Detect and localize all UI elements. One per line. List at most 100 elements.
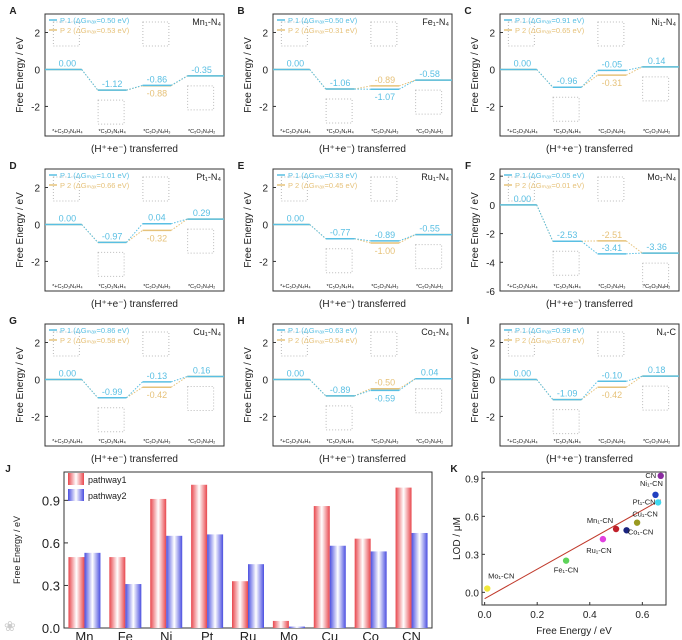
energy-connector-p1 <box>309 224 327 240</box>
energy-connector-p1 <box>170 75 188 86</box>
energy-value-label: -0.58 <box>419 69 440 79</box>
y-axis-label: LOD / μM <box>452 517 463 560</box>
energy-connector-p1 <box>171 218 188 225</box>
bar-pathway1 <box>109 557 126 628</box>
y-tick-label: -2 <box>486 230 495 241</box>
legend-label-p2: P 2 (ΔGₘₐₓ=0.54 eV) <box>288 336 358 345</box>
energy-value-label: -3.36 <box>646 242 667 252</box>
energy-value-label: -0.42 <box>602 390 623 400</box>
x-step-label: *C₅O₃N₄H₃ <box>371 439 398 445</box>
x-axis-label: (H⁺+e⁻) transferred <box>91 144 178 155</box>
graphene-sheet-image <box>187 385 215 411</box>
energy-connector-p1 <box>81 224 99 243</box>
x-step-label: *C₅O₃N₄H₄ <box>553 284 581 290</box>
graphene-sheet-image <box>280 331 308 357</box>
x-step-label: *+C₅O₃N₄H₄ <box>280 439 311 445</box>
panel-letter: B <box>237 6 244 17</box>
energy-value-label: 0.00 <box>59 213 77 223</box>
x-step-label: *C₅O₃N₄H₂ <box>416 439 443 445</box>
energy-value-label: -0.42 <box>147 390 168 400</box>
point-label: Cu₁-CN <box>632 510 657 519</box>
energy-value-label: -0.55 <box>419 224 440 234</box>
energy-value-label: -0.10 <box>602 370 623 380</box>
y-axis-label: Free Energy / eV <box>15 192 26 268</box>
x-step-label: *C₅O₃N₄H₃ <box>143 284 170 290</box>
x-step-label: *C₅O₃N₄H₂ <box>416 284 443 290</box>
bar-pathway2 <box>166 535 183 628</box>
x-step-label: *C₅O₃N₄H₄ <box>98 439 126 445</box>
y-tick-label: 2 <box>489 172 495 183</box>
graphene-sheet-image <box>642 76 670 102</box>
bar-pathway2 <box>207 534 224 628</box>
data-point <box>599 535 607 543</box>
graphene-sheet-image <box>325 98 353 124</box>
energy-value-label: 0.16 <box>193 365 211 375</box>
energy-value-label: 0.00 <box>514 368 532 378</box>
x-step-label: *C₅O₃N₄H₄ <box>326 284 354 290</box>
x-axis-label: (H⁺+e⁻) transferred <box>91 299 178 310</box>
y-tick-label: -2 <box>259 102 268 113</box>
energy-connector-p2 <box>126 229 143 243</box>
panel-title: Fe₁-N₄ <box>422 17 449 27</box>
legend-label-p1: P 1 (ΔGₘₐₓ=0.50 eV) <box>288 16 358 25</box>
energy-profile-panel-c: C 2 0 -2 Free Energy / eV (H⁺+e⁻) transferred… <box>464 6 680 155</box>
legend-label-p1: P 1 (ΔGₘₐₓ=0.33 eV) <box>288 171 358 180</box>
legend-label-p1: P 1 (ΔGₘₐₓ=1.01 eV) <box>60 171 130 180</box>
bar-pathway2 <box>84 552 101 628</box>
plot-frame <box>499 168 680 292</box>
graphene-sheet-image <box>507 176 535 202</box>
energy-connector-p2 <box>625 375 643 388</box>
energy-value-label: -0.05 <box>602 59 623 69</box>
x-step-label: *+C₅O₃N₄H₄ <box>280 129 311 135</box>
bar-pathway1 <box>313 506 330 628</box>
energy-value-label: -1.00 <box>375 246 396 256</box>
graphene-sheet-image <box>280 21 308 47</box>
point-label: Co₁-CN <box>628 527 653 536</box>
x-step-label: *C₅O₃N₄H₃ <box>371 284 398 290</box>
panel-letter: H <box>237 316 244 327</box>
graphene-sheet-image <box>552 409 580 435</box>
data-point <box>633 519 641 526</box>
energy-value-label: -0.50 <box>375 378 396 388</box>
graphene-sheet-image <box>507 21 535 47</box>
x-tick-label: Mo <box>280 629 298 640</box>
graphene-sheet-image <box>142 21 170 47</box>
x-step-label: *C₅O₃N₄H₂ <box>188 439 215 445</box>
x-step-label: *+C₅O₃N₄H₄ <box>507 284 538 290</box>
panel-letter: G <box>9 316 17 327</box>
energy-value-label: -1.12 <box>102 79 123 89</box>
energy-connector-p1 <box>126 381 143 399</box>
legend-label-p2: P 2 (ΔGₘₐₓ=0.01 eV) <box>515 181 585 190</box>
y-tick-label: 0.9 <box>42 493 60 508</box>
watermark: ❀ <box>4 618 16 634</box>
legend-swatch-pathway1 <box>68 473 84 485</box>
plot-frame <box>44 13 225 137</box>
energy-value-label: 0.14 <box>648 56 666 66</box>
y-tick-label: 2 <box>489 338 495 349</box>
graphene-sheet-image <box>97 251 125 277</box>
panel-letter: F <box>465 161 471 172</box>
y-tick-label: -2 <box>259 257 268 268</box>
y-tick-label: 0 <box>34 220 40 231</box>
y-axis-label: Free Energy / eV <box>243 37 254 113</box>
energy-connector-p1 <box>126 223 143 243</box>
y-tick-label: -2 <box>31 102 40 113</box>
energy-value-label: -2.53 <box>557 230 578 240</box>
bar-pathway2 <box>329 545 346 628</box>
y-tick-label: -2 <box>486 102 495 113</box>
point-label: Pt₁-CN <box>633 497 656 506</box>
x-axis-label: (H⁺+e⁻) transferred <box>546 299 633 310</box>
energy-connector-p1 <box>81 379 99 399</box>
energy-value-label: -2.51 <box>602 230 623 240</box>
data-point <box>484 585 491 592</box>
x-step-label: *C₅O₃N₄H₂ <box>416 129 443 135</box>
y-tick-label: 0 <box>262 65 268 76</box>
panel-title: N₄-C <box>656 327 676 337</box>
x-step-label: *C₅O₃N₄H₂ <box>188 129 215 135</box>
energy-value-label: -1.09 <box>557 389 578 399</box>
x-step-label: *+C₅O₃N₄H₄ <box>52 129 83 135</box>
energy-value-label: -0.97 <box>102 231 123 241</box>
energy-connector-p1 <box>81 69 99 91</box>
energy-connector-p2 <box>625 240 643 254</box>
x-step-label: *+C₅O₃N₄H₄ <box>52 439 83 445</box>
